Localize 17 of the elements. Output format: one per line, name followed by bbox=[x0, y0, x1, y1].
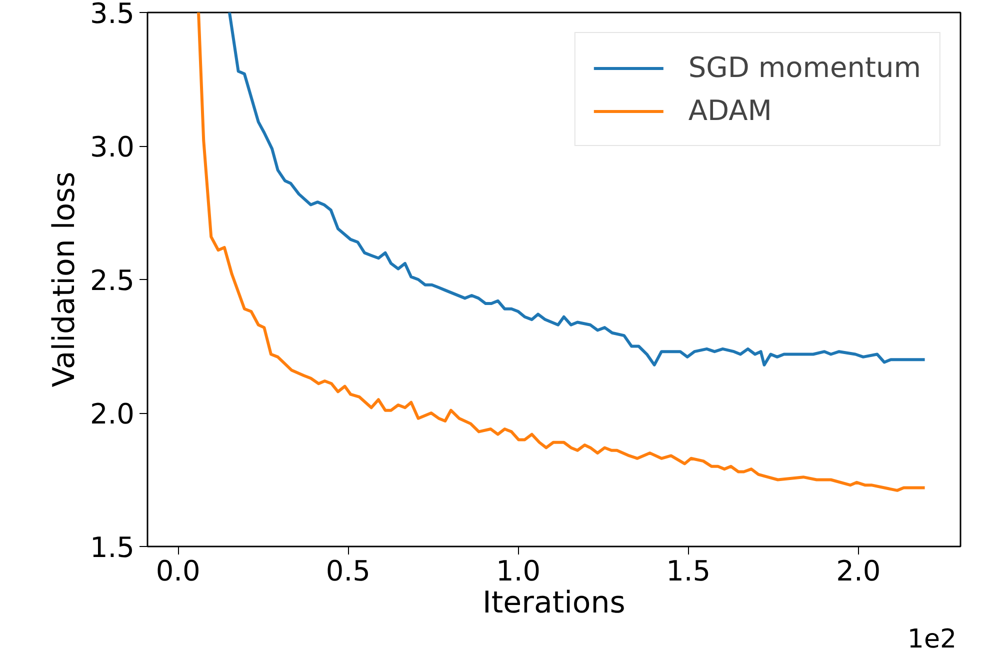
x-tick-label: 0.0 bbox=[156, 554, 200, 588]
legend-label: SGD momentum bbox=[688, 51, 921, 84]
x-tick-label: 0.5 bbox=[326, 554, 370, 588]
line-series bbox=[197, 12, 926, 492]
legend-label: ADAM bbox=[688, 94, 772, 127]
y-tick-label: 1.5 bbox=[90, 531, 134, 564]
x-tick-label: 1.0 bbox=[496, 554, 541, 588]
y-tick-label: 3.5 bbox=[90, 0, 134, 30]
y-tick-label: 2.0 bbox=[90, 398, 134, 430]
y-tick-label: 2.5 bbox=[90, 264, 134, 297]
y-axis-title: Validation loss bbox=[46, 172, 82, 388]
text: 1e2 bbox=[907, 624, 957, 654]
x-axis-title: Iterations bbox=[482, 586, 626, 620]
y-tick-label: 3.0 bbox=[90, 130, 134, 164]
x-tick-label: 1.5 bbox=[666, 554, 711, 588]
x-tick-label: 2.0 bbox=[836, 554, 881, 588]
line-series bbox=[228, 12, 926, 366]
